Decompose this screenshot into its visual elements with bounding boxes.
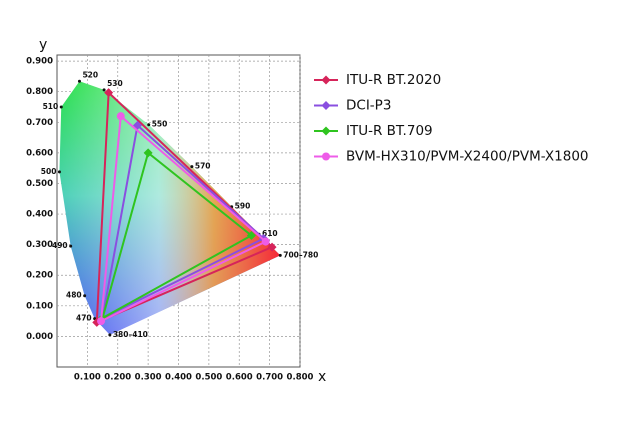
locus-label: 590 (235, 202, 251, 211)
x-tick-label: 0.200 (104, 373, 131, 383)
y-tick-label: 0.300 (26, 240, 53, 250)
x-tick-label: 0.700 (256, 373, 283, 383)
x-tick-label: 0.500 (195, 373, 222, 383)
y-axis-label: y (39, 37, 47, 53)
y-tick-label: 0.700 (26, 118, 53, 128)
x-axis-label: x (318, 369, 326, 385)
locus-label: 470 (76, 314, 92, 323)
legend-marker (322, 152, 330, 161)
gamut-vertex (104, 88, 114, 98)
locus-point (77, 79, 81, 83)
gamut-triangle (95, 90, 274, 324)
locus-label: 610 (262, 229, 278, 238)
gamut-triangle (99, 114, 268, 323)
locus-label: 550 (152, 120, 168, 129)
y-tick-label: 0.100 (26, 301, 53, 311)
legend-marker (321, 75, 331, 85)
y-tick-label: 0.500 (26, 179, 53, 189)
y-tick-label: 0.600 (26, 148, 53, 158)
legend-marker (321, 101, 331, 110)
x-tick-label: 0.600 (226, 373, 253, 383)
x-tick-label: 0.800 (287, 373, 314, 383)
locus-label: 700–780 (283, 250, 318, 259)
locus-point (147, 123, 151, 127)
x-tick-label: 0.100 (74, 373, 101, 383)
x-tick-label: 0.400 (165, 373, 192, 383)
gamut-vertex (143, 148, 153, 158)
y-tick-label: 0.400 (26, 210, 53, 220)
locus-label: 520 (82, 70, 98, 79)
locus-point (102, 88, 106, 92)
locus-label: 510 (43, 102, 59, 111)
locus-point (108, 333, 112, 337)
locus-point (59, 105, 63, 109)
locus-point (57, 170, 61, 174)
legend-label: DCI-P3 (346, 98, 391, 114)
gamut-triangle (101, 123, 266, 320)
locus-label: 490 (52, 241, 68, 250)
locus-point (278, 253, 282, 257)
gamut-vertex (246, 230, 256, 240)
y-tick-label: 0.800 (26, 87, 53, 97)
y-tick-label: 0.000 (26, 332, 53, 342)
gamut-triangle (100, 151, 254, 321)
x-tick-label: 0.300 (135, 373, 162, 383)
locus-label: 380–410 (113, 330, 148, 339)
gamut-vertex (267, 242, 277, 252)
locus-point (69, 244, 73, 248)
locus-point (83, 294, 87, 298)
locus-label: 480 (66, 291, 82, 300)
locus-point (190, 165, 194, 169)
legend-marker (321, 126, 331, 136)
gamut-vertex (116, 112, 125, 121)
y-tick-label: 0.900 (26, 57, 53, 67)
locus-label: 570 (195, 162, 211, 171)
legend-label: BVM-HX310/PVM-X2400/PVM-X1800 (346, 149, 589, 165)
y-tick-label: 0.200 (26, 271, 53, 281)
locus-label: 530 (107, 79, 123, 88)
gamut-vertex (261, 237, 270, 246)
legend-label: ITU-R BT.2020 (346, 72, 441, 88)
locus-label: 500 (41, 167, 57, 176)
legend-label: ITU-R BT.709 (346, 123, 433, 139)
gamut-vertex (97, 317, 106, 326)
